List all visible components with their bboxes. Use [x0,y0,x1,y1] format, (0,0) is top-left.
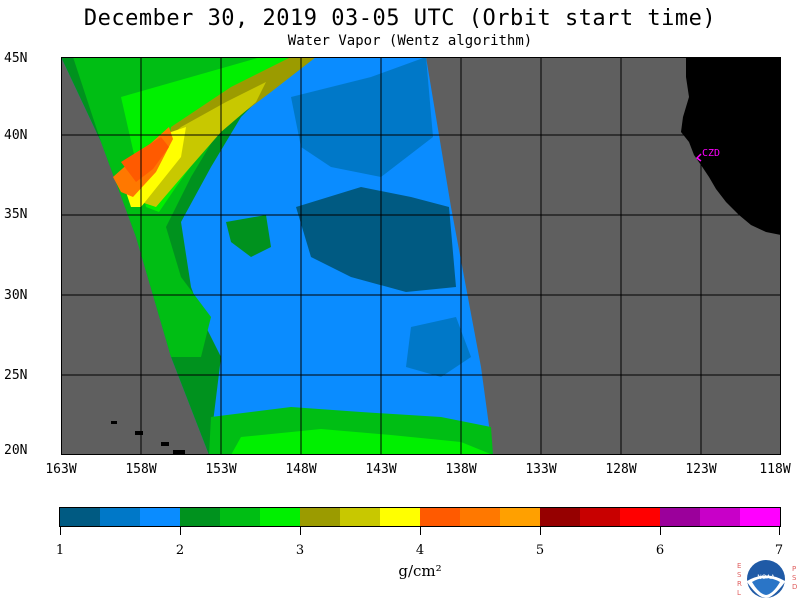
colorbar-tick-mark [300,527,301,535]
colorbar-tick-6: 6 [655,543,665,558]
hawaii-islands [111,421,185,455]
lon-label-148w: 148W [285,462,317,477]
colorbar-segment [380,508,420,526]
lat-label-25n: 25N [4,368,28,383]
colorbar-tick-mark [660,527,661,535]
logo-letter-s: S [737,571,742,579]
colorbar-segment [100,508,140,526]
colorbar-tick-mark [180,527,181,535]
noaa-esrl-psd-logo: E S R L P S D NOAA [737,560,797,598]
colorbar-unit-label: g/cm² [398,562,442,580]
colorbar-segment [340,508,380,526]
colorbar-segment [660,508,700,526]
place-marker-czd: CZD [695,148,720,162]
colorbar-tick-mark [60,527,61,535]
colorbar-tick-mark [420,527,421,535]
lat-label-30n: 30N [4,288,28,303]
lat-label-20n: 20N [4,443,28,458]
colorbar-segment [740,508,780,526]
california-coast-landmass [681,57,781,235]
colorbar-tick-1: 1 [55,543,65,558]
colorbar-segment [420,508,460,526]
lon-label-143w: 143W [365,462,397,477]
colorbar-segment [220,508,260,526]
lon-label-163w: 163W [45,462,77,477]
colorbar-segment [500,508,540,526]
colorbar-tick-mark [779,527,780,535]
colorbar-segment [180,508,220,526]
colorbar-segment [620,508,660,526]
colorbar-tick-4: 4 [415,543,425,558]
logo-letter-r: R [737,580,742,588]
colorbar-tick-2: 2 [175,543,185,558]
lat-label-40n: 40N [4,128,28,143]
map-title: December 30, 2019 03-05 UTC (Orbit start… [83,6,717,31]
lon-label-128w: 128W [605,462,637,477]
place-label-czd: CZD [702,148,720,159]
logo-letter-p: P [792,565,796,573]
lon-label-123w: 123W [685,462,717,477]
logo-letter-e: E [737,562,741,570]
logo-letter-l: L [737,589,741,597]
colorbar-segment [700,508,740,526]
map-subtitle: Water Vapor (Wentz algorithm) [287,33,533,49]
colorbar-segment [580,508,620,526]
water-vapor-map: CZD [61,57,781,455]
lon-label-133w: 133W [525,462,557,477]
lon-label-138w: 138W [445,462,477,477]
colorbar [59,507,781,527]
colorbar-tick-mark [540,527,541,535]
colorbar-tick-7: 7 [774,543,784,558]
lon-label-118w: 118W [759,462,791,477]
colorbar-segment [260,508,300,526]
logo-letter-d: D [792,583,797,591]
colorbar-segment [300,508,340,526]
lat-label-35n: 35N [4,207,28,222]
colorbar-tick-3: 3 [295,543,305,558]
colorbar-segment [60,508,100,526]
lat-label-45n: 45N [4,51,28,66]
logo-letter-s2: S [792,574,797,582]
noaa-emblem-text: NOAA [757,574,775,581]
colorbar-tick-5: 5 [535,543,545,558]
lat-lon-grid [61,57,781,455]
colorbar-segment [460,508,500,526]
map-frame [61,57,781,455]
lon-label-153w: 153W [205,462,237,477]
satellite-swath [61,57,493,455]
lon-label-158w: 158W [125,462,157,477]
colorbar-segment [540,508,580,526]
colorbar-segment [140,508,180,526]
